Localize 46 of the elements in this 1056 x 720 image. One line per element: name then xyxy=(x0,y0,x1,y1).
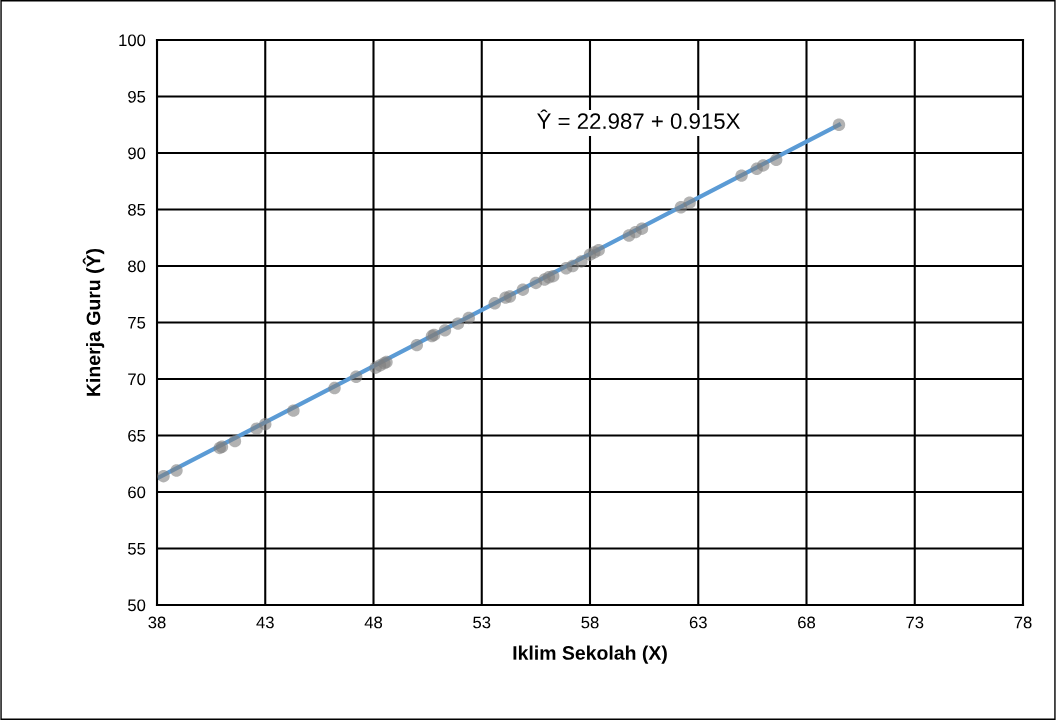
y-tick-label: 55 xyxy=(128,543,146,555)
x-tick-label: 68 xyxy=(798,616,816,629)
point xyxy=(170,464,183,477)
point xyxy=(546,269,560,283)
x-tick-label: 78 xyxy=(1014,616,1032,629)
point xyxy=(228,434,242,448)
y-tick-label: 70 xyxy=(128,373,146,386)
y-tick-label: 65 xyxy=(128,429,146,442)
point xyxy=(349,370,363,383)
point xyxy=(438,324,452,337)
annotation: Ŷ = 22.987 + 0.915X xyxy=(537,109,740,130)
x-tick-label: 53 xyxy=(473,616,491,629)
point xyxy=(410,338,424,352)
y-tick-label: 80 xyxy=(128,260,146,273)
point xyxy=(488,297,501,310)
point xyxy=(769,153,783,166)
y-tick-label: 60 xyxy=(128,486,146,499)
point xyxy=(592,243,605,257)
y-axis-title: Kinerja Guru (Ŷ) xyxy=(82,248,105,396)
point xyxy=(635,222,649,235)
point xyxy=(516,283,530,296)
y-tick-label: 85 xyxy=(128,203,146,216)
point xyxy=(575,255,588,268)
y-tick-label: 95 xyxy=(128,90,146,103)
point xyxy=(287,404,300,417)
point xyxy=(735,169,748,182)
y-tick-label: 50 xyxy=(128,599,146,612)
point xyxy=(683,196,696,209)
x-tick-label: 63 xyxy=(689,616,707,629)
point xyxy=(328,381,341,395)
point xyxy=(451,317,465,330)
x-axis-title: Iklim Sekolah (X) xyxy=(513,645,667,664)
y-tick-label: 75 xyxy=(128,317,146,329)
y-tick-label: 90 xyxy=(128,147,146,160)
point xyxy=(756,159,770,172)
x-tick-label: 43 xyxy=(256,616,274,629)
point xyxy=(462,311,475,325)
x-tick-label: 58 xyxy=(581,616,599,629)
point xyxy=(503,290,517,303)
x-tick-label: 38 xyxy=(148,616,166,629)
point xyxy=(259,417,272,431)
y-tick-label: 100 xyxy=(119,34,146,47)
x-tick-label: 48 xyxy=(364,616,383,629)
x-tick-label: 73 xyxy=(906,616,924,629)
point xyxy=(157,469,170,483)
point xyxy=(832,118,846,131)
